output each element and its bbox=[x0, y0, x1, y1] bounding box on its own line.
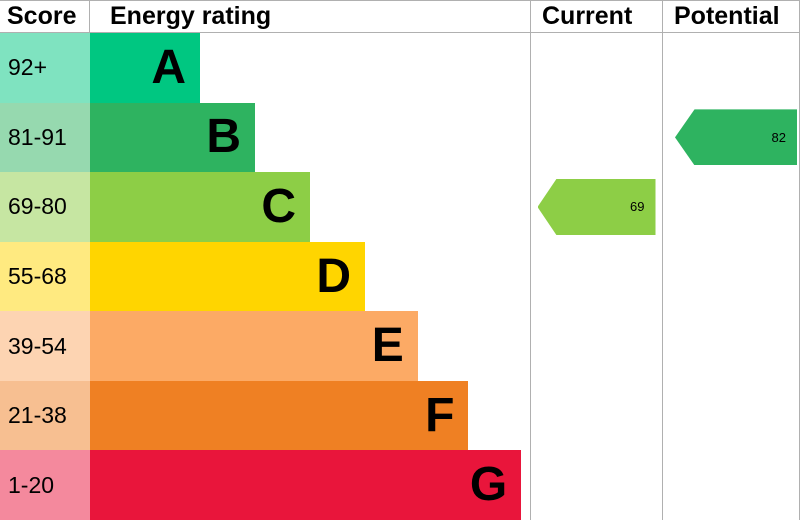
band-row-b: 81-91 B 82 bbox=[0, 102, 800, 173]
potential-header: Potential bbox=[662, 1, 800, 32]
chart-header-row: Score Energy rating Current Potential bbox=[0, 0, 800, 33]
current-cell bbox=[530, 311, 662, 381]
score-range: 39-54 bbox=[0, 311, 90, 381]
potential-cell bbox=[662, 172, 800, 242]
potential-cell bbox=[662, 450, 800, 520]
rating-bar-a: A bbox=[90, 33, 200, 103]
current-cell bbox=[530, 450, 662, 520]
band-row-f: 21-38 F bbox=[0, 380, 800, 451]
rating-letter: G bbox=[469, 458, 508, 512]
rating-bar-f: F bbox=[90, 380, 469, 451]
rating-bar-g: G bbox=[90, 450, 522, 520]
rating-letter: F bbox=[425, 388, 455, 442]
rating-letter: C bbox=[261, 179, 296, 233]
potential-cell bbox=[662, 311, 800, 381]
energy-rating-header: Energy rating bbox=[110, 2, 272, 30]
band-row-g: 1-20 G bbox=[0, 450, 800, 520]
band-row-d: 55-68 D bbox=[0, 241, 800, 312]
rating-bar-c: C bbox=[90, 172, 310, 242]
current-cell bbox=[530, 241, 662, 312]
rating-bar-e: E bbox=[90, 311, 418, 381]
potential-arrow: 82 bbox=[675, 109, 797, 166]
current-cell bbox=[530, 380, 662, 451]
score-header: Score bbox=[0, 1, 90, 32]
rating-bar-cell: E bbox=[90, 311, 530, 381]
score-range: 92+ bbox=[0, 33, 90, 103]
potential-cell bbox=[662, 33, 800, 103]
potential-value: 82 bbox=[771, 129, 786, 145]
band-row-e: 39-54 E bbox=[0, 311, 800, 381]
rating-bar-cell: D bbox=[90, 241, 530, 312]
rating-letter: D bbox=[316, 249, 351, 303]
score-range: 21-38 bbox=[0, 380, 90, 451]
rating-bar-cell: F bbox=[90, 380, 530, 451]
potential-cell bbox=[662, 380, 800, 451]
rating-bar-cell: G bbox=[90, 450, 530, 520]
current-arrow: 69 bbox=[537, 178, 656, 235]
score-range: 81-91 bbox=[0, 102, 90, 173]
potential-cell: 82 bbox=[662, 102, 800, 173]
current-cell bbox=[530, 102, 662, 173]
rating-bar-b: B bbox=[90, 102, 255, 173]
current-header: Current bbox=[530, 1, 662, 32]
rating-letter: B bbox=[206, 110, 241, 164]
rating-bar-cell: B bbox=[90, 102, 530, 173]
current-cell: 69 bbox=[530, 172, 662, 242]
rating-letter: A bbox=[151, 40, 186, 94]
band-row-a: 92+ A bbox=[0, 33, 800, 103]
rating-letter: E bbox=[371, 319, 404, 373]
rating-bar-cell: C bbox=[90, 172, 530, 242]
potential-cell bbox=[662, 241, 800, 312]
score-range: 69-80 bbox=[0, 172, 90, 242]
current-cell bbox=[530, 33, 662, 103]
current-value: 69 bbox=[630, 199, 645, 215]
rating-bar-cell: A bbox=[90, 33, 530, 103]
score-range: 55-68 bbox=[0, 241, 90, 312]
band-row-c: 69-80 C 69 bbox=[0, 172, 800, 242]
score-range: 1-20 bbox=[0, 450, 90, 520]
rating-bar-d: D bbox=[90, 241, 365, 312]
band-rows: 92+ A 81-91 B 82 69 bbox=[0, 33, 800, 520]
